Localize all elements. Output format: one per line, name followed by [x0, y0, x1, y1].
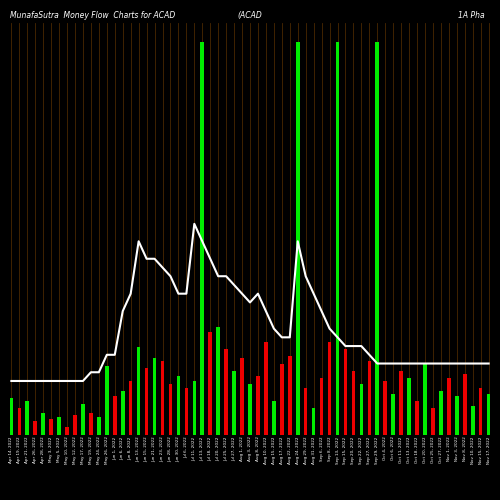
Bar: [272, 400, 276, 435]
Text: 1A Pha: 1A Pha: [458, 11, 485, 20]
Bar: [192, 381, 196, 435]
Bar: [153, 358, 156, 435]
Bar: [264, 342, 268, 435]
Bar: [105, 366, 108, 435]
Bar: [176, 376, 180, 435]
Bar: [256, 376, 260, 435]
Bar: [129, 381, 132, 435]
Bar: [160, 362, 164, 435]
Bar: [447, 378, 450, 435]
Bar: [400, 371, 403, 435]
Bar: [328, 342, 332, 435]
Bar: [288, 356, 292, 435]
Text: (ACAD: (ACAD: [238, 11, 262, 20]
Bar: [463, 374, 466, 435]
Bar: [26, 400, 29, 435]
Bar: [58, 418, 61, 435]
Bar: [455, 396, 458, 435]
Bar: [423, 364, 427, 435]
Bar: [431, 408, 434, 435]
Bar: [336, 42, 340, 435]
Bar: [384, 381, 387, 435]
Bar: [248, 384, 252, 435]
Bar: [113, 396, 116, 435]
Bar: [392, 394, 395, 435]
Bar: [81, 404, 84, 435]
Bar: [352, 371, 355, 435]
Bar: [296, 42, 300, 435]
Bar: [487, 394, 490, 435]
Bar: [208, 332, 212, 435]
Bar: [312, 408, 316, 435]
Bar: [137, 346, 140, 435]
Bar: [97, 418, 100, 435]
Bar: [344, 348, 347, 435]
Bar: [18, 408, 21, 435]
Bar: [280, 364, 283, 435]
Bar: [471, 406, 474, 435]
Bar: [376, 42, 379, 435]
Bar: [232, 371, 236, 435]
Bar: [479, 388, 482, 435]
Bar: [89, 414, 92, 435]
Text: MunafaSutra  Money Flow  Charts for ACAD: MunafaSutra Money Flow Charts for ACAD: [10, 11, 175, 20]
Bar: [168, 384, 172, 435]
Bar: [216, 327, 220, 435]
Bar: [121, 391, 124, 435]
Bar: [184, 388, 188, 435]
Bar: [34, 421, 37, 435]
Bar: [240, 358, 244, 435]
Bar: [145, 368, 148, 435]
Bar: [439, 391, 442, 435]
Bar: [320, 378, 324, 435]
Bar: [73, 416, 77, 435]
Bar: [408, 378, 411, 435]
Bar: [10, 398, 13, 435]
Bar: [200, 42, 204, 435]
Bar: [66, 427, 69, 435]
Bar: [42, 414, 45, 435]
Bar: [224, 348, 228, 435]
Bar: [50, 420, 53, 435]
Bar: [416, 400, 419, 435]
Bar: [360, 384, 363, 435]
Bar: [368, 362, 371, 435]
Bar: [304, 388, 308, 435]
